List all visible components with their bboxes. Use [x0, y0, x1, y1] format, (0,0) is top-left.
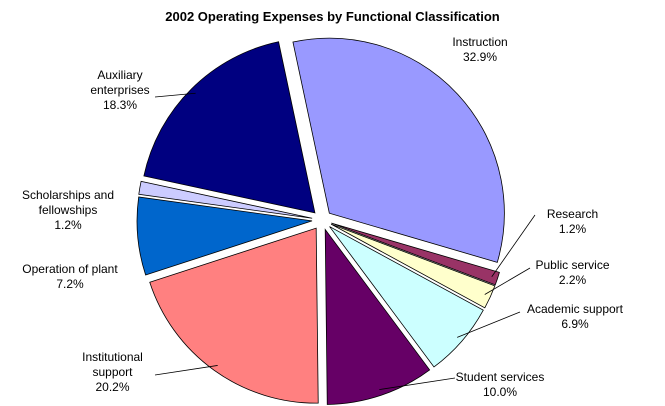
slice-percent: 6.9% — [561, 317, 589, 331]
slice-percent: 1.2% — [54, 218, 82, 232]
slice-label: Institutional support 20.2% — [65, 350, 160, 395]
slice-percent: 2.2% — [558, 273, 587, 287]
slice-label: Scholarships and fellowships 1.2% — [0, 188, 136, 233]
pie-slice — [329, 226, 484, 368]
slice-percent: 7.2% — [56, 277, 84, 291]
pie-slice — [149, 227, 319, 404]
slice-label: Academic support 6.9% — [505, 302, 645, 332]
slice-label: Operation of plant 7.2% — [0, 262, 140, 292]
slice-name: Scholarships and fellowships — [21, 188, 115, 217]
slice-name: Auxiliary enterprises — [90, 68, 150, 97]
leader-line — [457, 311, 521, 338]
slice-name: Institutional support — [82, 350, 143, 379]
slice-name: Public service — [535, 258, 610, 272]
slice-label: Research 1.2% — [535, 207, 610, 237]
slice-name: Research — [546, 207, 599, 221]
slice-label: Auxiliary enterprises 18.3% — [75, 68, 165, 113]
slice-label: Student services 10.0% — [445, 370, 555, 400]
slice-percent: 18.3% — [102, 98, 138, 112]
slice-label: Public service 2.2% — [525, 258, 620, 288]
pie-slice — [136, 196, 313, 276]
slice-name: Academic support — [526, 302, 624, 316]
slice-name: Student services — [455, 370, 545, 384]
slice-percent: 32.9% — [462, 50, 498, 64]
pie-slice — [330, 223, 496, 309]
chart-title: 2002 Operating Expenses by Functional Cl… — [165, 9, 500, 24]
slice-name: Operation of plant — [22, 262, 118, 276]
pie-slice — [331, 222, 500, 286]
leader-line — [379, 377, 456, 390]
leader-line — [484, 267, 531, 295]
pie-slice — [324, 228, 431, 405]
slice-name: Instruction — [452, 35, 508, 49]
leader-line — [491, 214, 536, 277]
pie-slice — [143, 41, 316, 214]
slice-percent: 20.2% — [95, 380, 130, 394]
pie-slice — [138, 180, 313, 219]
slice-label: Instruction 32.9% — [420, 35, 540, 65]
slice-percent: 10.0% — [482, 385, 518, 399]
leader-line — [154, 92, 196, 98]
slice-percent: 1.2% — [558, 222, 587, 236]
leader-line — [154, 365, 218, 376]
pie-slice — [292, 37, 505, 263]
